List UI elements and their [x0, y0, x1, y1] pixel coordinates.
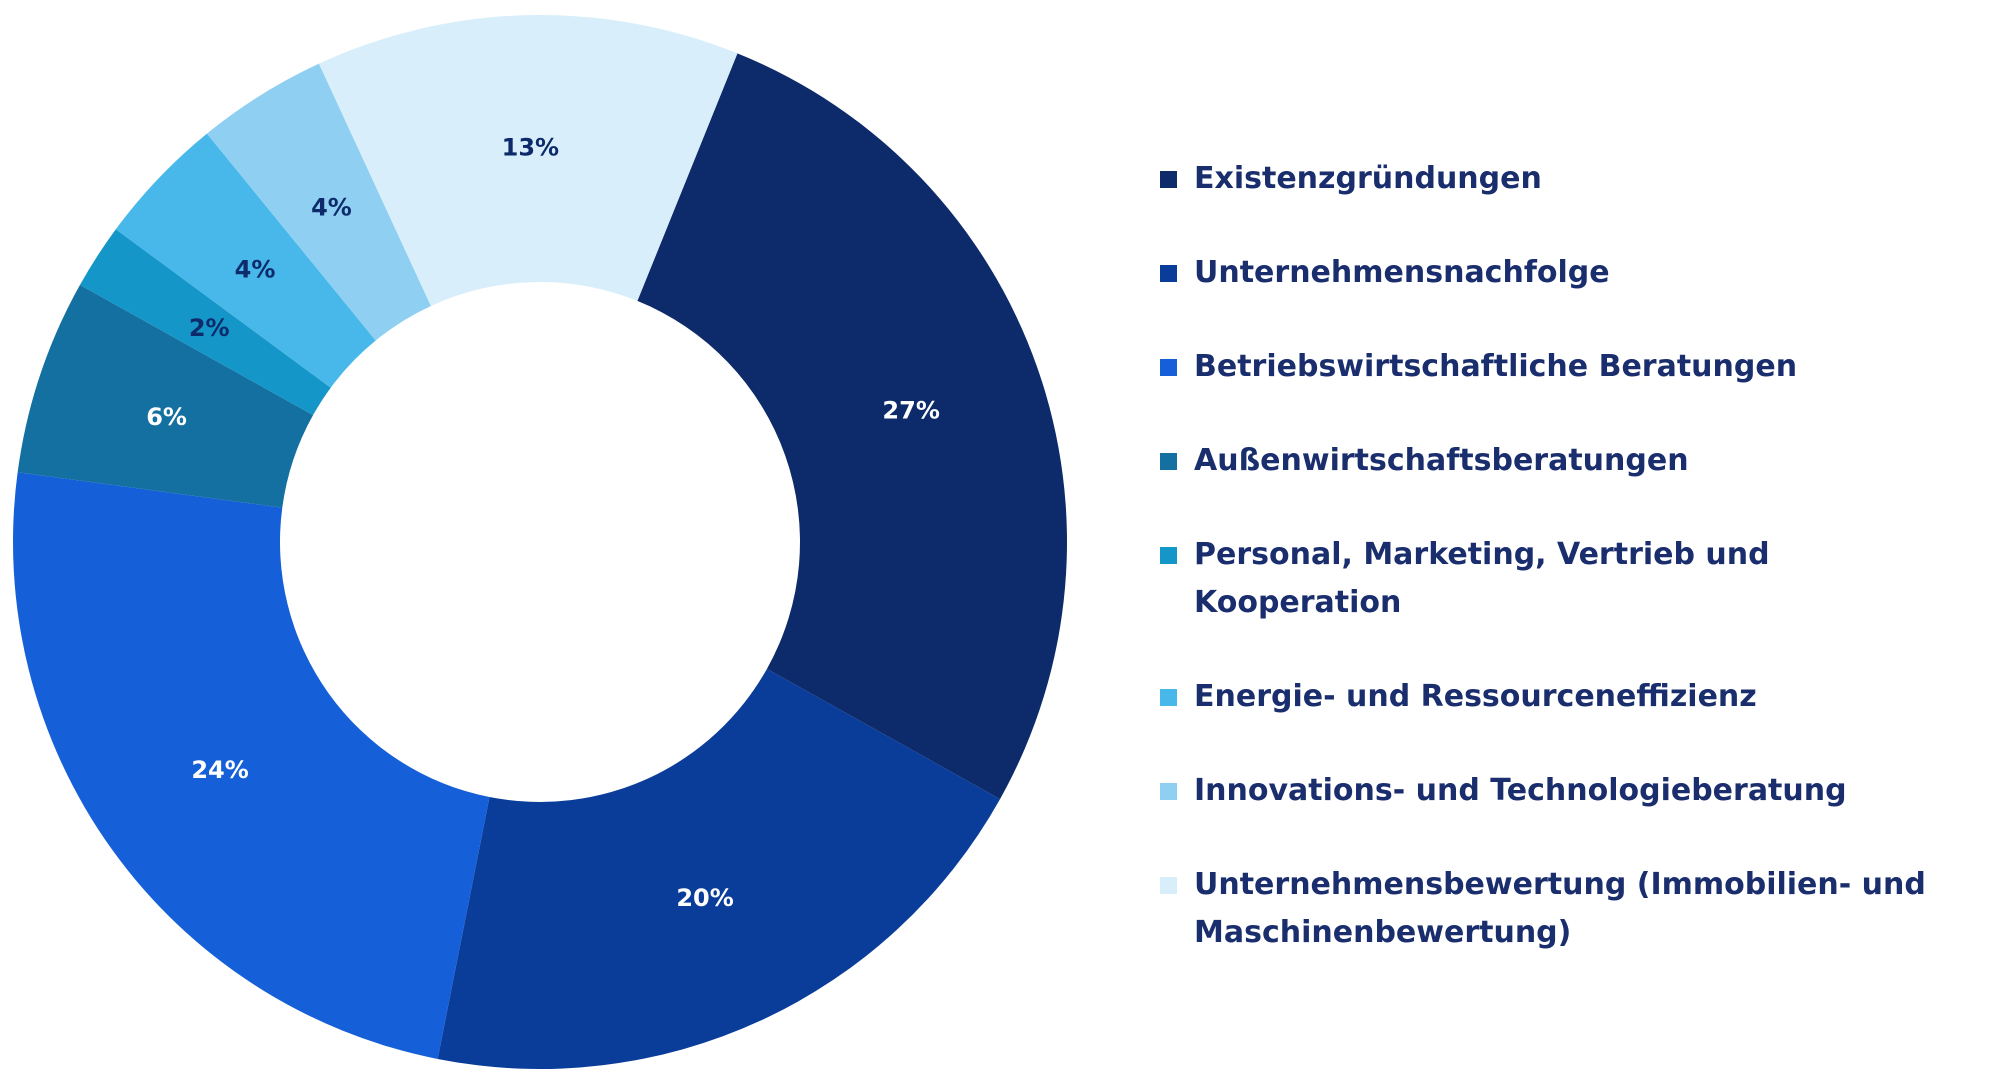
chart-legend: Existenzgründungen Unternehmensnachfolge… — [1160, 155, 1980, 957]
donut-slice — [13, 472, 490, 1059]
legend-item: Unternehmensnachfolge — [1160, 249, 1980, 297]
legend-label: Innovations- und Technologieberatung — [1194, 773, 1847, 808]
legend-swatch — [1160, 689, 1177, 706]
legend-label: Betriebswirtschaftliche Beratungen — [1194, 349, 1798, 384]
legend-swatch — [1160, 171, 1177, 188]
slice-label: 27% — [882, 396, 939, 424]
legend-label: Unternehmensbewertung (Immobilien- und M… — [1194, 867, 1926, 950]
donut-svg: 27% 20% 24% 6% 2% 4% 4% 13% — [13, 15, 1067, 1069]
legend-swatch — [1160, 265, 1177, 282]
slice-label: 6% — [146, 403, 187, 431]
slices-group — [13, 15, 1067, 1069]
donut-chart: 27% 20% 24% 6% 2% 4% 4% 13% — [13, 15, 1067, 1069]
legend-swatch — [1160, 783, 1177, 800]
slice-label: 4% — [235, 256, 276, 284]
slice-label: 2% — [189, 314, 230, 342]
donut-slice — [79, 229, 331, 416]
donut-slice — [206, 63, 431, 341]
slice-label: 13% — [502, 134, 559, 162]
legend-swatch — [1160, 453, 1177, 470]
legend-label: Außenwirtschaftsberatungen — [1194, 443, 1689, 478]
legend-item: Energie- und Ressourceneffizienz — [1160, 673, 1980, 721]
labels-group: 27% 20% 24% 6% 2% 4% 4% 13% — [146, 134, 940, 913]
legend-label: Existenzgründungen — [1194, 161, 1542, 196]
legend-swatch — [1160, 877, 1177, 894]
legend-label: Unternehmensnachfolge — [1194, 255, 1610, 290]
donut-slice — [115, 133, 376, 388]
legend-item: Innovations- und Technologieberatung — [1160, 767, 1980, 815]
slice-label: 4% — [311, 193, 352, 221]
donut-slice — [437, 668, 1001, 1069]
slice-label: 20% — [676, 884, 733, 912]
donut-slice — [318, 15, 738, 306]
legend-item: Außenwirtschaftsberatungen — [1160, 437, 1980, 485]
legend-item: Personal, Marketing, Vertrieb und Kooper… — [1160, 531, 1980, 627]
legend-swatch — [1160, 547, 1177, 564]
legend-item: Unternehmensbewertung (Immobilien- und M… — [1160, 861, 1980, 957]
legend-label: Energie- und Ressourceneffizienz — [1194, 679, 1757, 714]
donut-slice — [17, 284, 314, 508]
legend-swatch — [1160, 359, 1177, 376]
donut-slice — [637, 53, 1067, 800]
legend-item: Betriebswirtschaftliche Beratungen — [1160, 343, 1980, 391]
legend-item: Existenzgründungen — [1160, 155, 1980, 203]
legend-label: Personal, Marketing, Vertrieb und Kooper… — [1194, 537, 1770, 620]
slice-label: 24% — [191, 756, 248, 784]
